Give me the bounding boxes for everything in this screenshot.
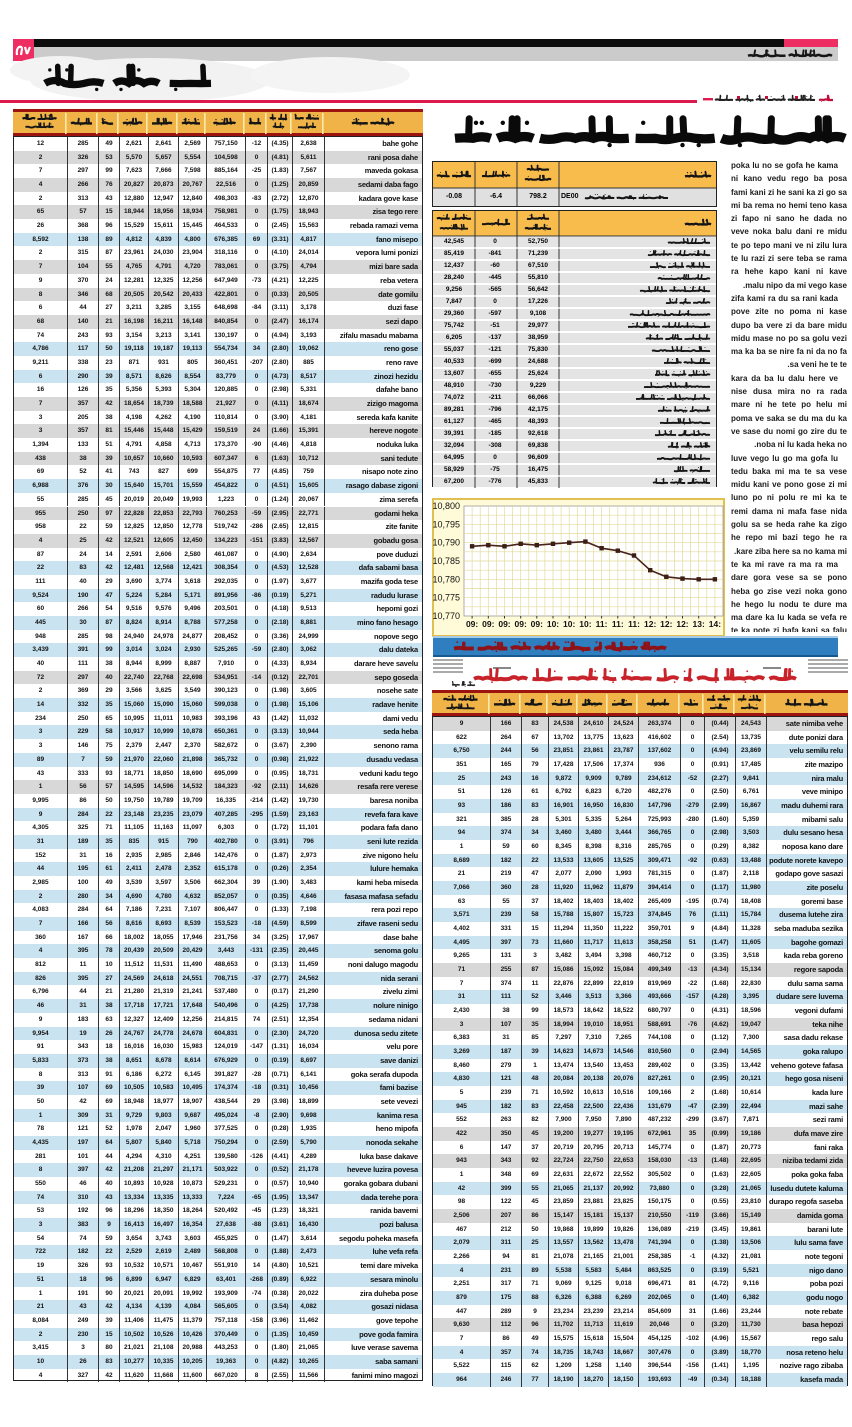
svg-text:12:: 12: [676, 619, 688, 629]
svg-text:12:: 12: [644, 619, 656, 629]
svg-text:10:: 10: [563, 619, 575, 629]
svg-text:10:: 10: [579, 619, 591, 629]
svg-text:10:: 10: [547, 619, 559, 629]
svg-text:11:: 11: [596, 619, 608, 629]
svg-text:09:: 09: [515, 619, 527, 629]
svg-text:10,800: 10,800 [432, 501, 460, 511]
svg-text:10,775: 10,775 [432, 593, 460, 603]
svg-text:10,785: 10,785 [432, 556, 460, 566]
svg-text:11:: 11: [612, 619, 624, 629]
svg-text:11:: 11: [628, 619, 640, 629]
svg-text:09:: 09: [466, 619, 478, 629]
svg-text:10,795: 10,795 [432, 519, 460, 529]
svg-text:12:: 12: [660, 619, 672, 629]
svg-text:09:: 09: [531, 619, 543, 629]
svg-text:09:: 09: [482, 619, 494, 629]
svg-text:14:: 14: [709, 619, 721, 629]
svg-text:10,790: 10,790 [432, 538, 460, 548]
svg-text:10,780: 10,780 [432, 574, 460, 584]
svg-text:13:: 13: [693, 619, 705, 629]
svg-text:09:: 09: [498, 619, 510, 629]
svg-text:10,770: 10,770 [432, 611, 460, 621]
